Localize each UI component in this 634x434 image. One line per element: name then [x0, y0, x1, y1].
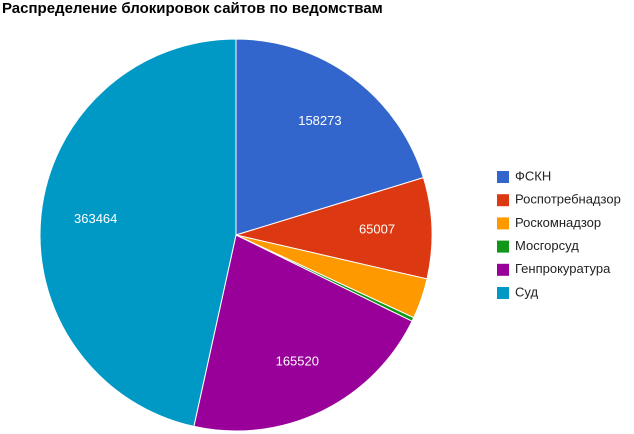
pie-slice — [193, 234, 413, 432]
slice-label: 65007 — [359, 221, 395, 236]
slice-label: 363464 — [74, 211, 117, 226]
slice-label: 158273 — [298, 113, 341, 128]
pie-slice — [234, 176, 433, 280]
chart-title: Распределение блокировок сайтов по ведом… — [2, 0, 383, 17]
legend-swatch — [497, 171, 509, 183]
legend-label: Генпрокуратура — [515, 261, 611, 276]
slice-label: 165520 — [276, 354, 319, 369]
legend-label: Мосгорсуд — [515, 238, 579, 253]
legend-label: Роскомнадзор — [515, 215, 601, 230]
legend-label: Роспотребнадзор — [515, 192, 621, 207]
legend-swatch — [497, 240, 509, 253]
legend-label: ФСКН — [515, 168, 551, 183]
legend-swatch — [497, 194, 509, 207]
pie-slice — [39, 38, 237, 428]
pie-slice — [235, 38, 425, 236]
legend-swatch — [497, 263, 509, 276]
legend-swatch — [497, 287, 509, 299]
legend-swatch — [497, 217, 509, 230]
legend-label: Суд — [515, 284, 538, 299]
